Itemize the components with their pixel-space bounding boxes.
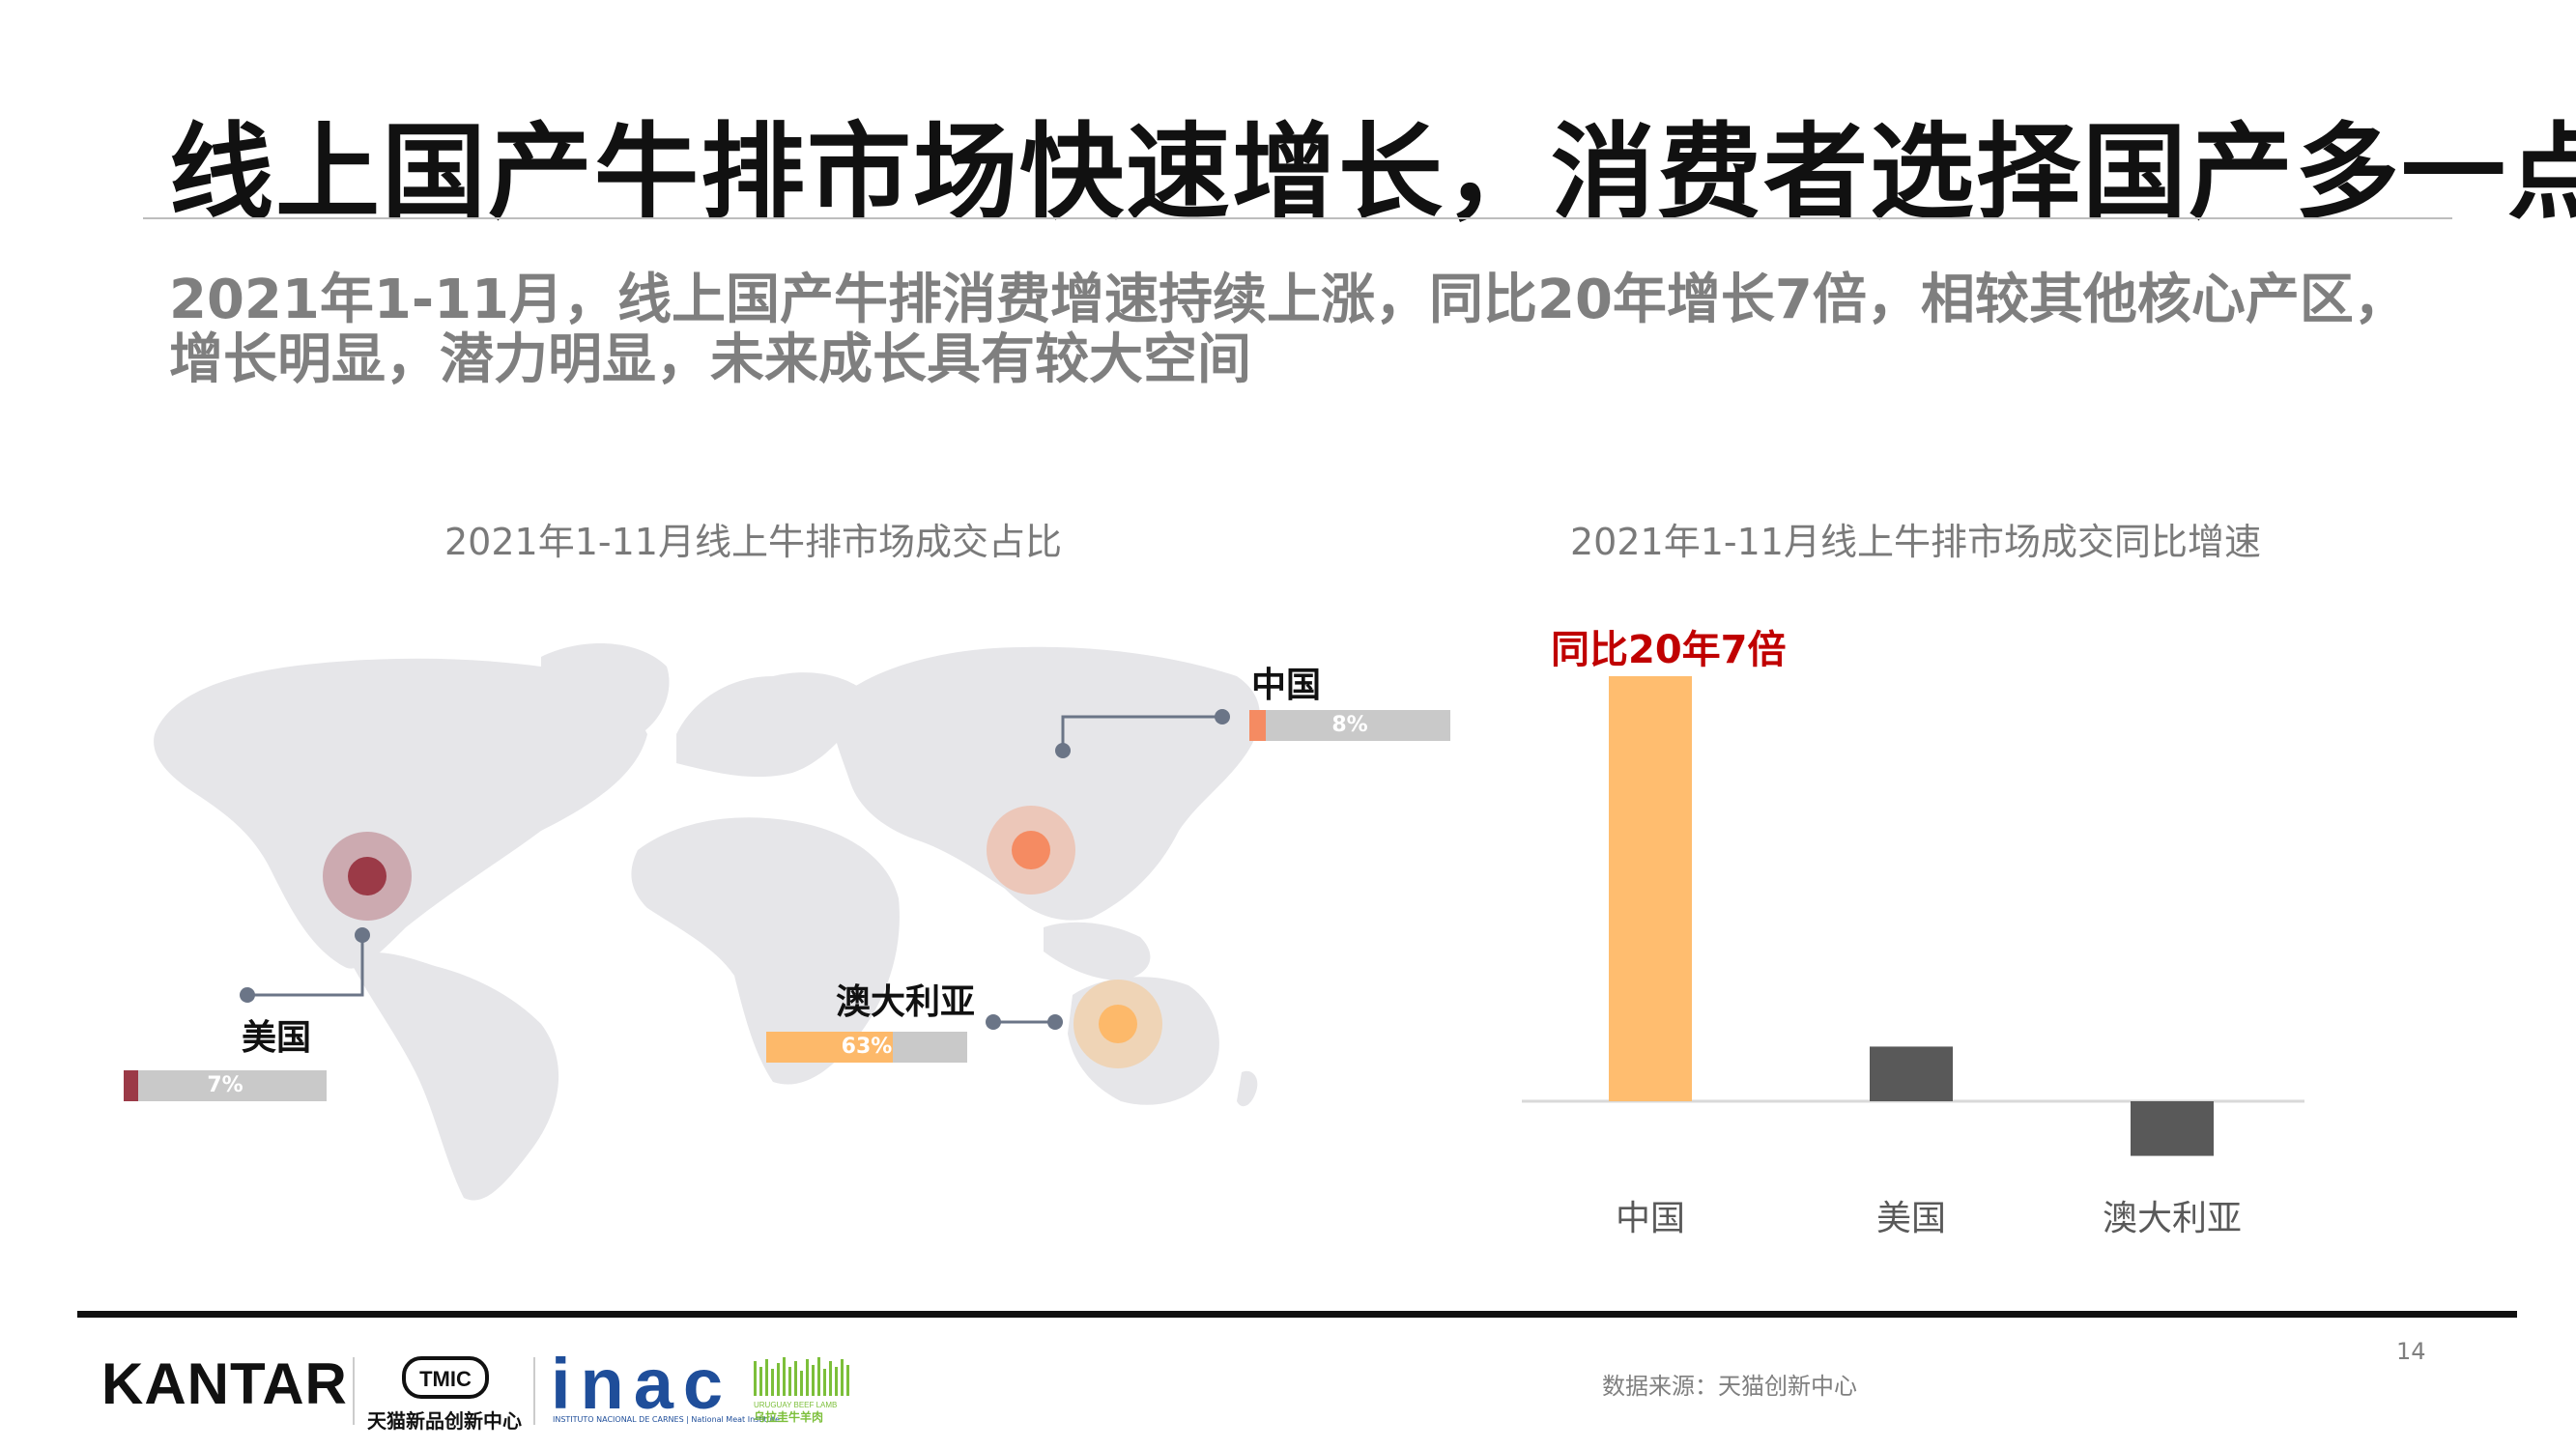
australia-dot — [1099, 1005, 1137, 1043]
page-number: 14 — [2396, 1338, 2426, 1365]
china-dot — [1012, 831, 1050, 869]
growth-bar-chart — [1522, 676, 2304, 1156]
category-label-china: 中国 — [1615, 1199, 1686, 1238]
china-share-fill — [1249, 710, 1266, 741]
australia-leader-end — [1047, 1014, 1063, 1030]
usa-leader-line — [247, 935, 364, 997]
usa-share-value: 7% — [207, 1073, 243, 1097]
australia-share-bar: 63% — [766, 1032, 967, 1063]
greenland-shape — [541, 643, 670, 745]
inac-logo-subtext: INSTITUTO NACIONAL DE CARNES | National … — [553, 1415, 780, 1424]
uruguay-logo-cn: 乌拉圭牛羊肉 — [754, 1409, 823, 1424]
usa-label: 美国 — [242, 1018, 312, 1058]
continents — [154, 643, 1260, 1201]
category-label-usa: 美国 — [1875, 1199, 1947, 1238]
page-subtitle: 2021年1-11月，线上国产牛排消费增速持续上涨，同比20年增长7倍，相较其他… — [169, 269, 2408, 391]
china-leader-end — [1215, 709, 1230, 724]
bar-china — [1609, 676, 1692, 1101]
tmic-mark: TMIC — [419, 1367, 472, 1391]
australia-share-fill — [766, 1032, 894, 1063]
bar-usa — [1870, 1046, 1953, 1101]
china-label: 中国 — [1251, 666, 1322, 705]
china-leader-line — [1061, 715, 1222, 751]
usa-share-bar: 7% — [124, 1070, 327, 1101]
australia-leader-start — [986, 1014, 1001, 1030]
logo-separator — [353, 1357, 355, 1425]
southeast-asia-shape — [1044, 922, 1151, 980]
page-title: 线上国产牛排市场快速增长，消费者选择国产多一点 — [169, 113, 2576, 234]
title-divider — [143, 217, 2452, 219]
china-leader-start — [1055, 743, 1071, 758]
category-label-australia: 澳大利亚 — [2102, 1199, 2243, 1238]
inac-logo: inac — [551, 1344, 733, 1424]
australia-label: 澳大利亚 — [836, 982, 976, 1022]
africa-shape — [631, 817, 900, 1085]
usa-dot — [348, 857, 386, 895]
kantar-logo: KANTAR — [101, 1351, 348, 1416]
usa-share-fill — [124, 1070, 138, 1101]
map-chart-title: 2021年1-11月线上牛排市场成交占比 — [444, 521, 1062, 563]
uruguay-logo-text: URUGUAY BEEF LAMB — [754, 1401, 837, 1409]
usa-leader-start — [355, 927, 370, 943]
europe-shape — [676, 672, 870, 778]
usa-leader-end — [240, 987, 255, 1003]
bar-australia — [2131, 1101, 2214, 1156]
north-america-shape — [154, 658, 647, 969]
world-map — [154, 643, 1260, 1201]
logo-separator — [533, 1357, 535, 1425]
growth-chart-title: 2021年1-11月线上牛排市场成交同比增速 — [1570, 521, 2261, 563]
tmic-logo: TMIC — [402, 1356, 489, 1399]
data-source: 数据来源：天猫创新中心 — [1602, 1373, 1857, 1400]
australia-shape — [1068, 977, 1219, 1105]
china-share-bar: 8% — [1249, 710, 1450, 741]
tmic-logo-text: 天猫新品创新中心 — [367, 1409, 522, 1433]
south-america-shape — [348, 952, 559, 1201]
china-share-value: 8% — [1331, 713, 1368, 737]
uruguay-beef-logo: URUGUAY BEEF LAMB 乌拉圭牛羊肉 — [754, 1357, 849, 1424]
australia-share-value: 63% — [841, 1035, 893, 1059]
new-zealand-shape — [1237, 1070, 1258, 1107]
footer-divider — [77, 1311, 2517, 1318]
china-growth-annotation: 同比20年7倍 — [1551, 628, 1787, 672]
